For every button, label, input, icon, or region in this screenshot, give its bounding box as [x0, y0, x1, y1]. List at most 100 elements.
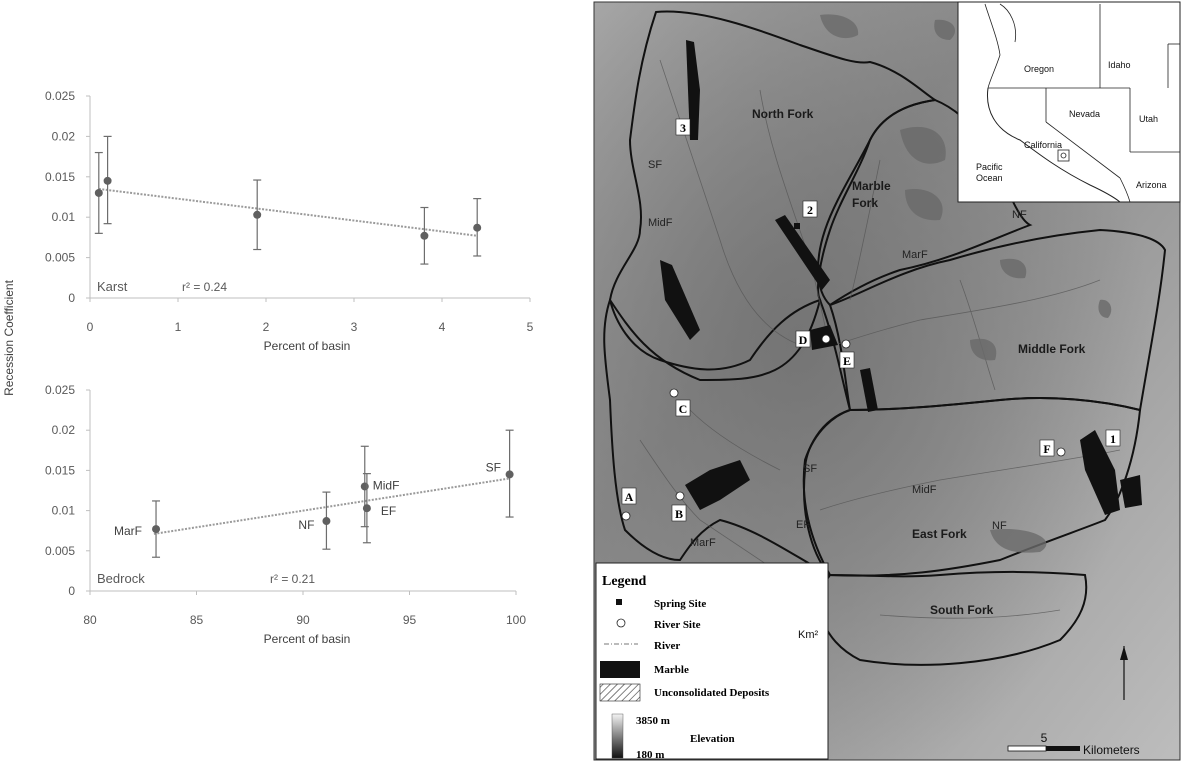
state-borders — [984, 3, 1180, 203]
inset-frame — [957, 1, 1181, 203]
inset-label-california: California — [1024, 140, 1062, 150]
spring-site-label-box — [675, 118, 691, 136]
legend-river-site-label: River Site — [654, 619, 701, 631]
x-tick-label: 90 — [296, 613, 310, 627]
zone-label: NF — [1012, 209, 1027, 221]
zone-label: SF — [803, 463, 817, 475]
data-point — [152, 525, 161, 534]
trendline — [98, 187, 478, 237]
river-site-label-box — [1039, 439, 1055, 457]
x-tick-label: 80 — [83, 613, 97, 627]
y-tick-label: 0.015 — [45, 463, 75, 477]
river-network — [639, 59, 1121, 619]
north-arrow-icon — [1120, 646, 1128, 700]
r-squared-label: r² = 0.21 — [270, 572, 315, 586]
zone-label: MarF — [902, 249, 928, 261]
legend-marble-swatch — [600, 661, 640, 678]
river-site-label: C — [679, 402, 688, 416]
spring-site-label-box — [1105, 429, 1121, 447]
river-site-marker — [669, 388, 679, 398]
zone-label: SF — [648, 159, 662, 171]
river-site-label: D — [799, 333, 808, 347]
data-point — [253, 210, 262, 219]
label-middle-fork: Middle Fork — [1018, 342, 1086, 356]
zone-label: NF — [992, 520, 1007, 532]
y-tick-label: 0.025 — [45, 89, 75, 103]
legend-spring-label: Spring Site — [654, 598, 706, 610]
label-marble-fork-line2: Fork — [852, 196, 878, 210]
legend-elevation-title: Elevation — [690, 733, 735, 745]
map-legend: Legend Spring Site River Site River Marb… — [595, 562, 829, 761]
zone-labels: SF MidF MarF NF SF EF MarF MidF NF — [648, 159, 1027, 549]
river-site-marker — [821, 334, 831, 344]
inset-label-utah: Utah — [1139, 114, 1158, 124]
data-point — [473, 223, 482, 232]
chart-bedrock: 0 0.005 0.01 0.015 0.02 0.025 80 85 90 95 100 Perce… — [45, 383, 526, 646]
scale-bar-white — [1007, 745, 1047, 752]
river-site-label-box — [675, 399, 691, 417]
spring-site-label: 1 — [1110, 432, 1116, 446]
data-point — [322, 517, 331, 526]
river-site-label-box — [839, 351, 855, 369]
unconsolidated-deposits — [820, 14, 1112, 553]
legend-elevation-ramp — [611, 713, 624, 759]
label-north-fork: North Fork — [752, 107, 814, 121]
data-point — [420, 231, 429, 240]
x-tick-label: 100 — [506, 613, 526, 627]
x-tick-label: 85 — [190, 613, 204, 627]
river-site-marker — [621, 511, 631, 521]
label-east-fork: East Fork — [912, 527, 967, 541]
x-tick-label: 3 — [351, 320, 358, 334]
river-site-label: F — [1043, 442, 1050, 456]
river-site-label-box — [795, 330, 811, 348]
shared-y-axis-label: Recession Coefficient — [2, 279, 16, 396]
inset-label-arizona: Arizona — [1136, 180, 1167, 190]
study-area-marker — [1057, 149, 1070, 162]
spring-site-marker — [692, 126, 698, 132]
scale-bar-black — [1046, 746, 1080, 751]
data-point — [505, 470, 514, 479]
x-tick-label: 5 — [527, 320, 534, 334]
legend-elevation-low: 180 m — [636, 749, 664, 761]
x-tick-label: 95 — [403, 613, 417, 627]
point-label: EF — [381, 504, 396, 518]
legend-marble-label: Marble — [654, 664, 689, 676]
r-squared-label: r² = 0.24 — [182, 280, 227, 294]
legend-title: Legend — [602, 574, 647, 589]
spring-sites: 1 2 3 — [675, 118, 1121, 447]
inset-label-ocean: Ocean — [976, 173, 1003, 183]
x-tick-label: 2 — [263, 320, 270, 334]
y-tick-label: 0.005 — [45, 251, 75, 265]
legend-river-label: River — [654, 640, 680, 652]
spring-site-label: 3 — [680, 121, 686, 135]
x-tick-label: 0 — [87, 320, 94, 334]
data-point — [360, 482, 369, 491]
study-area-dot — [1060, 152, 1067, 159]
map-panel: North Fork Marble Fork Middle Fork East … — [593, 1, 1181, 761]
spring-site-marker — [1087, 440, 1093, 446]
y-tick-label: 0 — [68, 584, 75, 598]
zone-label: EF — [796, 519, 810, 531]
x-axis-title: Percent of basin — [264, 339, 351, 353]
spring-site-marker — [794, 223, 800, 229]
point-label: SF — [486, 460, 501, 474]
legend-deposits-label: Unconsolidated Deposits — [654, 687, 770, 699]
zone-label: MarF — [690, 537, 716, 549]
y-tick-label: 0.025 — [45, 383, 75, 397]
legend-spring-swatch — [616, 599, 622, 605]
point-label: NF — [298, 518, 314, 532]
legend-river-site-swatch — [616, 618, 626, 628]
label-marble-fork-line1: Marble — [852, 179, 891, 193]
river-site-label-box — [671, 504, 687, 522]
panel-inset-label: Karst — [97, 279, 128, 294]
km2-label: Km² — [798, 629, 819, 641]
river-site-marker — [675, 491, 685, 501]
river-site-label: A — [625, 490, 634, 504]
data-point — [362, 504, 371, 513]
river-site-label: B — [675, 507, 683, 521]
river-sites: A B C D E F — [621, 330, 1066, 522]
zone-label: MidF — [912, 484, 937, 496]
x-tick-label: 4 — [439, 320, 446, 334]
y-tick-label: 0.02 — [52, 423, 76, 437]
